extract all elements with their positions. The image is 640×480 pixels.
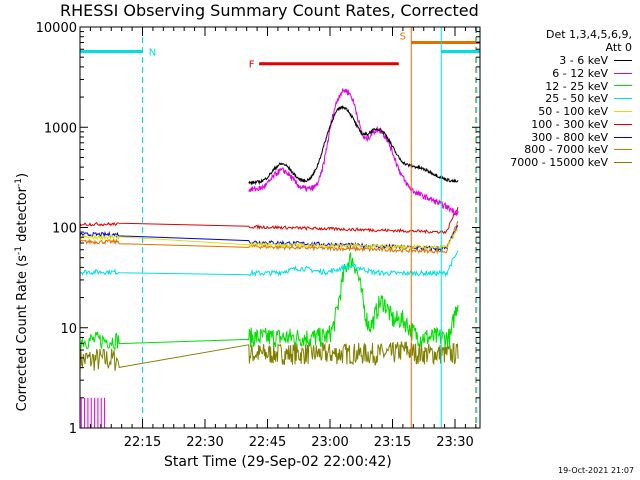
legend-entry: 12 - 25 keV: [480, 80, 632, 93]
y-tick-label: 1000: [44, 121, 77, 136]
legend-entry: 25 - 50 keV: [480, 92, 632, 105]
legend-entry-label: 300 - 800 keV: [531, 130, 608, 144]
legend-swatch: [614, 72, 632, 74]
annotation-s-label: S: [400, 32, 406, 43]
legend-swatch: [614, 85, 632, 87]
x-tick-label: 22:15: [124, 435, 161, 450]
legend-entry: 800 - 7000 keV: [480, 143, 632, 157]
legend-entry-label: 50 - 100 keV: [538, 105, 608, 119]
annotation-n-label: N: [149, 47, 156, 58]
legend-entry: 6 - 12 keV: [480, 67, 632, 80]
y-tick-label: 10: [60, 322, 77, 337]
legend-swatch: [614, 149, 632, 151]
legend-entry: 3 - 6 keV: [480, 54, 632, 67]
legend-swatch: [614, 162, 632, 164]
y-tick-label: 100: [52, 222, 77, 237]
legend-entry-label: 7000 - 15000 keV: [510, 156, 608, 170]
legend-swatch: [614, 111, 632, 113]
legend-swatch: [614, 98, 632, 100]
legend-entry: 50 - 100 keV: [480, 105, 632, 118]
y-axis-label: Corrected Count Rate (s-1 detector-1): [13, 172, 31, 412]
x-tick-label: 22:45: [249, 435, 286, 450]
legend-swatch: [614, 136, 632, 138]
legend-entry-label: 12 - 25 keV: [545, 79, 608, 93]
y-tick-label: 10000: [36, 21, 77, 36]
series-6-12-kev: [248, 88, 459, 217]
series-100-300-kev: [79, 206, 459, 235]
series-3-6-kev: [248, 105, 459, 186]
series-7000-15000-kev: [79, 341, 459, 373]
legend-entry: 300 - 800 keV: [480, 131, 632, 144]
legend-entry-label: 3 - 6 keV: [559, 53, 608, 67]
x-axis-label: Start Time (29-Sep-02 22:00:42): [164, 454, 392, 470]
legend-entry: 100 - 300 keV: [480, 118, 632, 131]
y-tick-label: 1: [69, 422, 77, 437]
x-tick-label: 23:00: [311, 435, 348, 450]
legend: Det 1,3,4,5,6,9, Att 0 3 - 6 keV 6 - 12 k…: [480, 28, 632, 169]
legend-entry-label: 800 - 7000 keV: [524, 143, 608, 157]
legend-swatch: [614, 123, 632, 125]
series-25-50-kev: [79, 250, 459, 278]
legend-header-line-2: Att 0: [605, 41, 632, 54]
legend-swatch: [614, 59, 632, 61]
render-timestamp: 19-Oct-2021 21:07: [558, 466, 634, 475]
chart-title: RHESSI Observing Summary Count Rates, Co…: [60, 1, 479, 20]
x-tick-label: 22:30: [186, 435, 223, 450]
x-tick-label: 23:15: [374, 435, 411, 450]
series-50-100-kev: [79, 228, 459, 250]
x-tick-label: 23:30: [436, 435, 473, 450]
legend-entry-label: 25 - 50 keV: [545, 92, 608, 106]
series-12-25-kev: [79, 252, 459, 351]
legend-entry-label: 6 - 12 keV: [552, 66, 608, 80]
legend-entry-label: 100 - 300 keV: [531, 117, 608, 131]
legend-header-line-1: Det 1,3,4,5,6,9,: [545, 28, 632, 41]
annotation-f-label: F: [249, 60, 255, 71]
legend-entry: 7000 - 15000 keV: [480, 156, 632, 169]
